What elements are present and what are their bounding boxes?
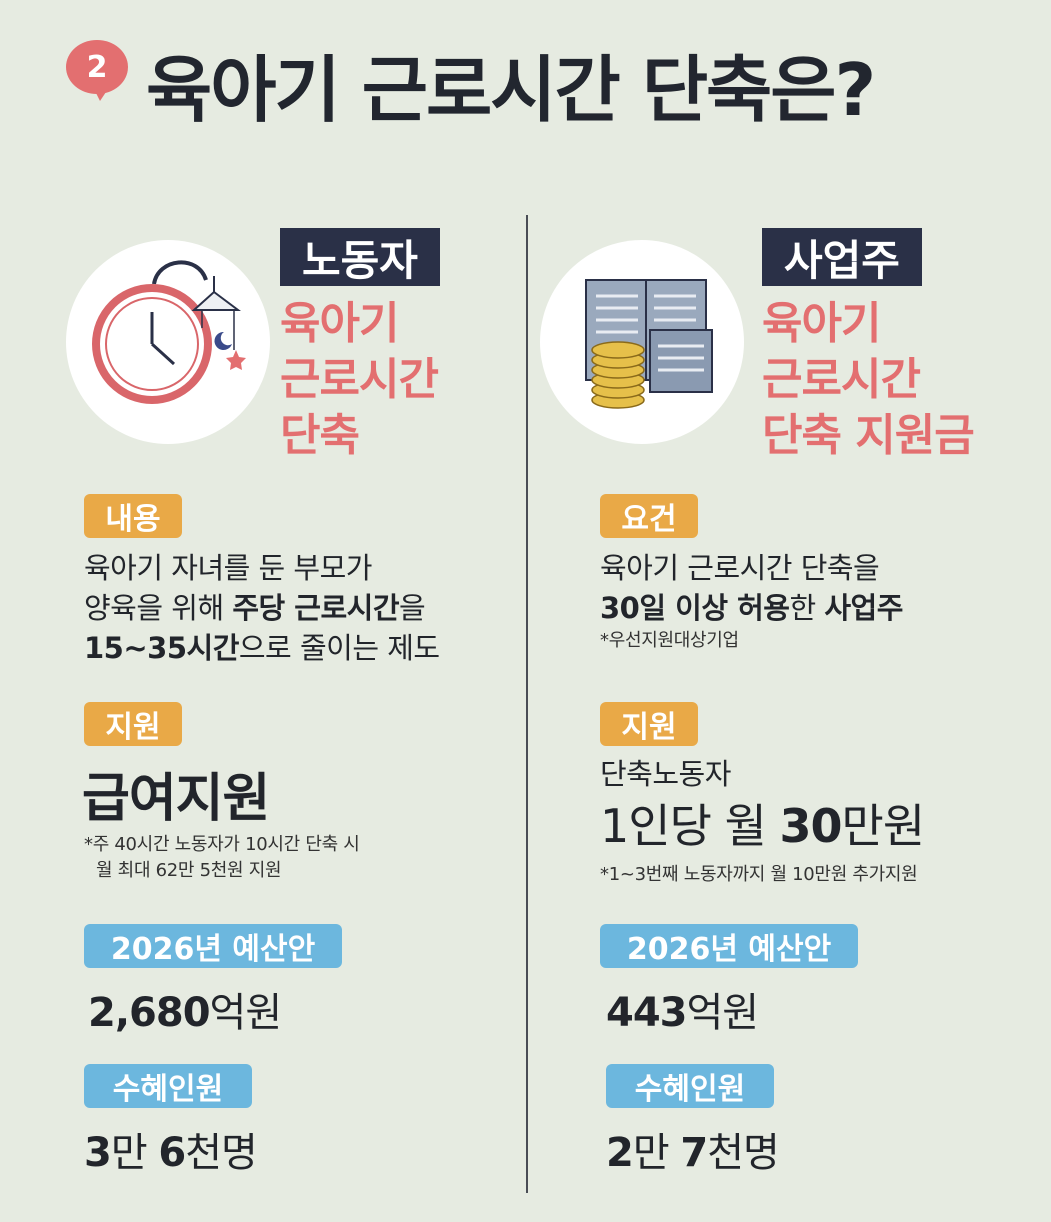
page-header: 2 육아기 근로시간 단축은?: [66, 36, 1026, 136]
support-value: 급여지원: [82, 769, 270, 829]
content-line: 양육을 위해 주당 근로시간을: [84, 591, 426, 625]
column-divider: [526, 215, 528, 1193]
requirement-note: *우선지원대상기업: [600, 630, 739, 651]
headline-line: 단축: [280, 410, 360, 461]
support-tag: 지원: [600, 702, 698, 746]
budget-value: 2,680억원: [88, 990, 282, 1036]
requirement-tag: 요건: [600, 494, 698, 538]
budget-tag: 2026년 예산안: [600, 924, 858, 968]
requirement-line: 육아기 근로시간 단축을: [600, 551, 880, 585]
headline-line: 근로시간: [280, 354, 439, 405]
budget-value: 443억원: [606, 990, 759, 1036]
support-note: *주 40시간 노동자가 10시간 단축 시 월 최대 62만 5천원 지원: [84, 832, 360, 884]
content-description: 육아기 자녀를 둔 부모가 양육을 위해 주당 근로시간을 15~35시간으로 …: [84, 548, 440, 668]
clock-with-mobile-icon: [66, 240, 270, 444]
worker-role-label: 노동자: [280, 228, 440, 286]
section-number-badge: 2: [66, 40, 128, 101]
content-line: 15~35시간으로 줄이는 제도: [84, 631, 440, 665]
requirement-line: 30일 이상 허용한 사업주: [600, 591, 903, 625]
beneficiary-value: 3만 6천명: [84, 1130, 258, 1176]
beneficiary-tag: 수혜인원: [84, 1064, 252, 1108]
content-tag: 내용: [84, 494, 182, 538]
support-tag: 지원: [84, 702, 182, 746]
beneficiary-value: 2만 7천명: [606, 1130, 780, 1176]
headline-line: 단축 지원금: [762, 410, 975, 461]
support-note-line: 월 최대 62만 5천원 지원: [96, 860, 282, 881]
content-line: 육아기 자녀를 둔 부모가: [84, 551, 372, 585]
headline-line: 육아기: [762, 298, 881, 349]
requirement-description: 육아기 근로시간 단축을 30일 이상 허용한 사업주: [600, 548, 903, 628]
beneficiary-tag: 수혜인원: [606, 1064, 774, 1108]
worker-headline: 육아기 근로시간 단축: [280, 296, 439, 464]
employer-role-label: 사업주: [762, 228, 922, 286]
support-amount: 1인당 월 30만원: [600, 799, 925, 853]
support-note-line: *주 40시간 노동자가 10시간 단축 시: [84, 834, 360, 855]
page-title: 육아기 근로시간 단축은?: [146, 48, 876, 132]
support-subject: 단축노동자: [600, 757, 731, 791]
budget-tag: 2026년 예산안: [84, 924, 342, 968]
employer-headline: 육아기 근로시간 단축 지원금: [762, 296, 975, 464]
headline-line: 근로시간: [762, 354, 921, 405]
headline-line: 육아기: [280, 298, 399, 349]
documents-and-coins-icon: [540, 240, 744, 444]
support-note: *1~3번째 노동자까지 월 10만원 추가지원: [600, 864, 918, 885]
